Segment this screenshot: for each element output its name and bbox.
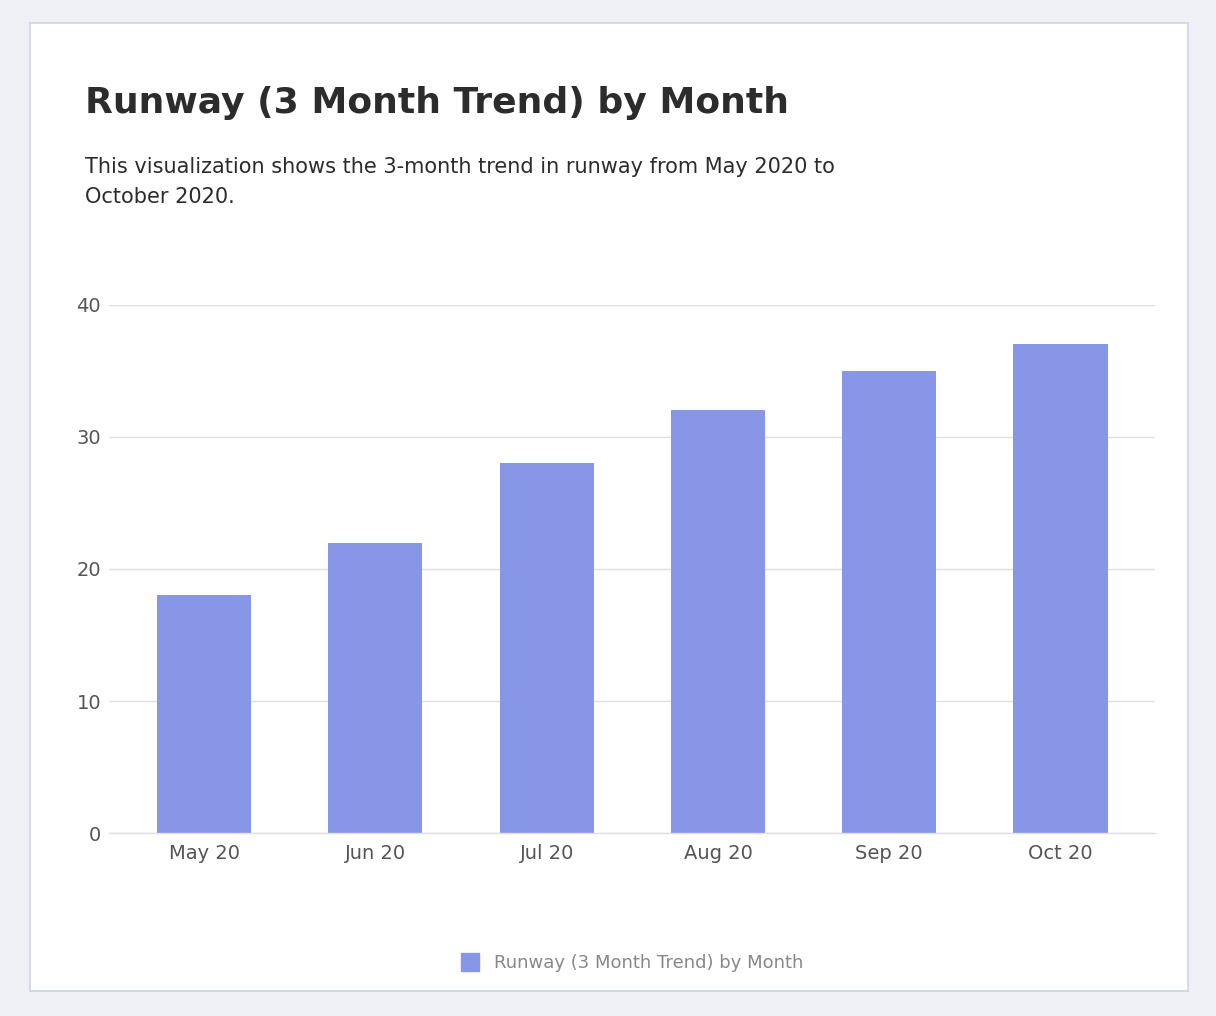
Bar xyxy=(843,371,936,833)
Text: This visualization shows the 3-month trend in runway from May 2020 to
October 20: This visualization shows the 3-month tre… xyxy=(85,157,835,207)
Bar xyxy=(328,543,422,833)
Bar xyxy=(157,595,252,833)
Bar xyxy=(1013,344,1108,833)
Bar xyxy=(500,463,593,833)
Bar xyxy=(671,410,765,833)
Text: Runway (3 Month Trend) by Month: Runway (3 Month Trend) by Month xyxy=(85,86,789,120)
Legend: Runway (3 Month Trend) by Month: Runway (3 Month Trend) by Month xyxy=(461,953,804,972)
